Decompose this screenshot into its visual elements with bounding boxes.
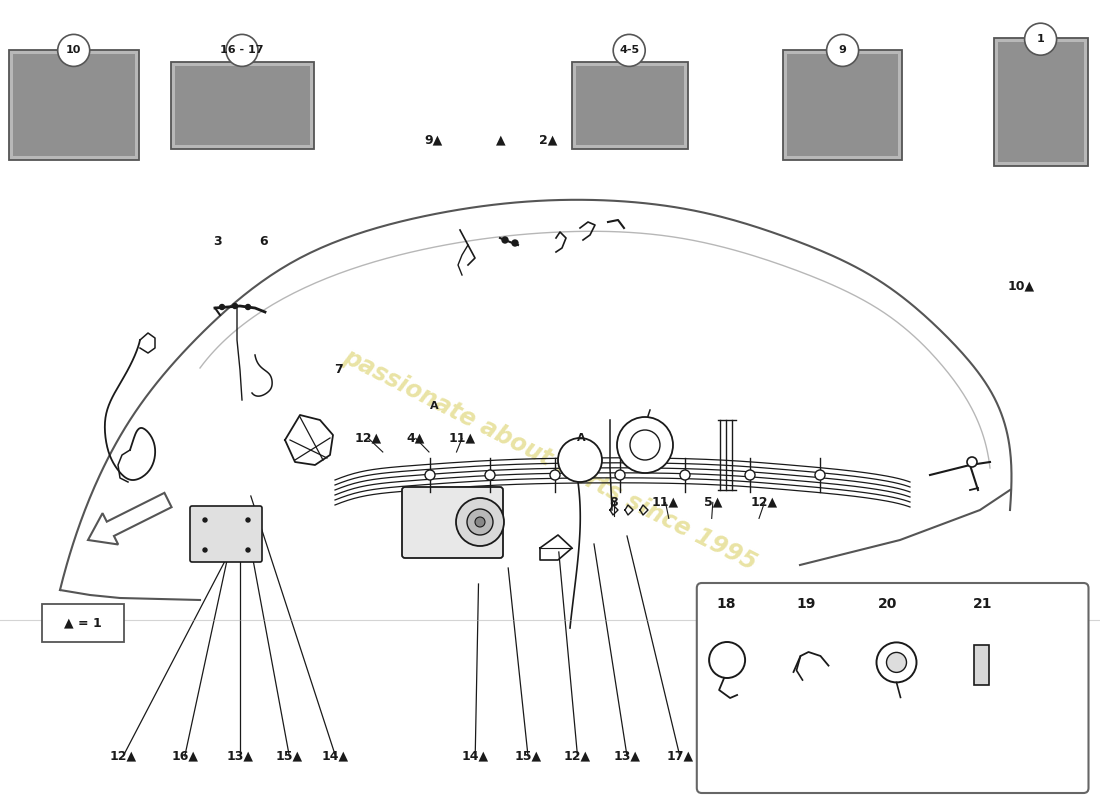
Text: passionate about parts since 1995: passionate about parts since 1995 [339,345,761,575]
Circle shape [680,470,690,480]
Text: 3: 3 [213,235,222,248]
Bar [9,50,139,160]
Text: 8: 8 [609,496,618,509]
Circle shape [745,470,755,480]
Circle shape [826,34,859,66]
Circle shape [246,518,250,522]
Bar [170,62,314,149]
Circle shape [226,34,258,66]
Text: 13▲: 13▲ [227,750,253,762]
Bar [788,54,898,156]
Text: 20: 20 [878,597,898,611]
Bar [175,66,309,145]
Circle shape [630,430,660,460]
Text: ▲ = 1: ▲ = 1 [64,617,102,630]
Circle shape [485,470,495,480]
Text: 7: 7 [334,363,343,376]
FancyBboxPatch shape [696,583,1089,793]
Circle shape [887,653,906,672]
Circle shape [815,470,825,480]
Circle shape [204,548,207,552]
Circle shape [512,240,518,246]
Text: 15▲: 15▲ [276,750,303,762]
Text: 1: 1 [1036,34,1045,44]
Text: 19: 19 [796,597,816,611]
Text: 9▲: 9▲ [425,134,442,146]
Text: A: A [576,434,585,443]
Circle shape [425,470,435,480]
Bar [994,38,1088,166]
Bar [576,66,683,145]
Bar [999,42,1084,162]
Circle shape [613,34,646,66]
Circle shape [220,305,224,310]
Text: 15▲: 15▲ [515,750,541,762]
Text: 14▲: 14▲ [322,750,349,762]
Text: 17▲: 17▲ [667,750,693,762]
Circle shape [57,34,90,66]
Text: 12▲: 12▲ [355,432,382,445]
Circle shape [232,303,238,309]
Bar [572,62,688,149]
Text: 9: 9 [838,46,847,55]
Circle shape [204,518,207,522]
Text: 13▲: 13▲ [614,750,640,762]
Text: 2▲: 2▲ [539,134,557,146]
Circle shape [1024,23,1057,55]
Bar [974,645,989,685]
Circle shape [502,237,508,243]
Text: 5▲: 5▲ [704,496,722,509]
Text: 21: 21 [972,597,992,611]
Text: 4-5: 4-5 [619,46,639,55]
Text: 18: 18 [716,597,736,611]
Text: 10▲: 10▲ [1008,280,1034,293]
Circle shape [456,498,504,546]
Circle shape [710,642,745,678]
Text: 14▲: 14▲ [462,750,488,762]
Text: 10: 10 [66,46,81,55]
Circle shape [468,509,493,535]
Circle shape [615,470,625,480]
Text: A: A [430,402,439,411]
Circle shape [558,438,602,482]
FancyArrow shape [88,493,172,545]
Text: 16 - 17: 16 - 17 [220,46,264,55]
Bar [42,604,124,642]
FancyBboxPatch shape [190,506,262,562]
Circle shape [475,517,485,527]
Text: 4▲: 4▲ [407,432,425,445]
Text: 11▲: 11▲ [449,432,475,445]
Text: 12▲: 12▲ [751,496,778,509]
Bar [783,50,902,160]
Circle shape [245,305,251,310]
Circle shape [617,417,673,473]
Circle shape [877,642,916,682]
FancyBboxPatch shape [402,487,503,558]
Bar [13,54,134,156]
Text: 12▲: 12▲ [110,750,136,762]
Text: 12▲: 12▲ [564,750,591,762]
Text: 6: 6 [260,235,268,248]
Text: 11▲: 11▲ [652,496,679,509]
Text: ▲: ▲ [496,134,505,146]
Text: 16▲: 16▲ [172,750,198,762]
Circle shape [967,457,977,467]
Circle shape [550,470,560,480]
Circle shape [246,548,250,552]
